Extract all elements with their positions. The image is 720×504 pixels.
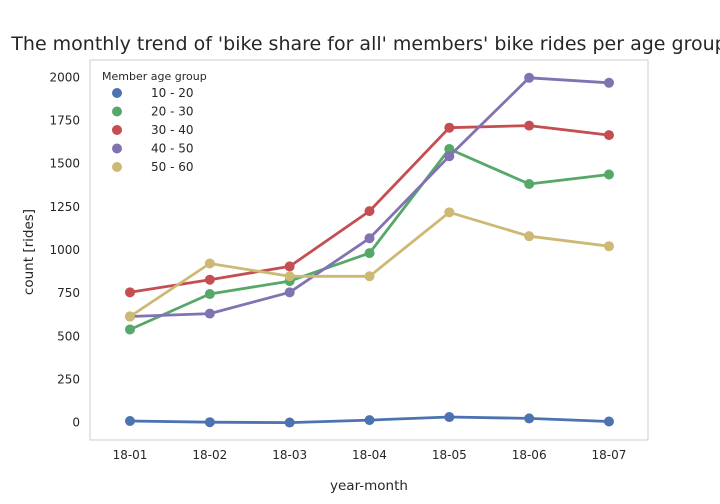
data-point [444, 151, 455, 162]
x-tick-label: 18-07 [592, 448, 627, 462]
data-point [444, 207, 455, 218]
data-point [364, 233, 375, 244]
legend-label: 20 - 30 [151, 105, 194, 119]
data-point [364, 415, 375, 426]
data-point [204, 258, 215, 269]
legend-label: 50 - 60 [151, 160, 194, 174]
y-tick-label: 250 [57, 373, 80, 387]
data-point [603, 77, 614, 88]
y-tick-label: 1000 [49, 243, 80, 257]
x-tick-label: 18-04 [352, 448, 387, 462]
data-point [603, 169, 614, 180]
data-point [603, 130, 614, 141]
data-point [204, 274, 215, 285]
data-point [284, 261, 295, 272]
x-axis: 18-01 18-02 18-03 18-04 18-05 18-06 18-07 [113, 448, 627, 462]
chart-title: The monthly trend of 'bike share for all… [10, 33, 720, 55]
data-point [524, 120, 535, 131]
x-tick-label: 18-05 [432, 448, 467, 462]
data-point [125, 416, 135, 426]
x-tick-label: 18-03 [272, 448, 307, 462]
data-point [125, 287, 135, 298]
data-point [524, 72, 535, 83]
data-point [284, 271, 295, 282]
data-point [444, 412, 455, 423]
y-axis-label: count [rides] [21, 209, 37, 295]
data-point [603, 416, 614, 427]
legend-label: 30 - 40 [151, 123, 194, 137]
y-axis: 0 250 500 750 1000 1250 1500 1750 2000 [49, 70, 80, 429]
y-tick-label: 500 [57, 329, 80, 343]
data-point [125, 324, 135, 335]
data-point [364, 271, 375, 282]
data-point [364, 206, 375, 217]
legend-label: 10 - 20 [151, 86, 194, 100]
data-point [364, 248, 375, 259]
x-tick-label: 18-06 [512, 448, 547, 462]
legend-title: Member age group [102, 70, 207, 83]
y-tick-label: 1250 [49, 200, 80, 214]
legend-marker [112, 162, 122, 172]
y-tick-label: 2000 [49, 70, 80, 84]
data-point [524, 413, 535, 424]
y-tick-label: 750 [57, 286, 80, 300]
x-tick-label: 18-02 [192, 448, 227, 462]
data-point [125, 311, 135, 322]
series-50-60 [125, 207, 614, 322]
legend-marker [112, 125, 122, 135]
data-point [204, 289, 215, 300]
x-tick-label: 18-01 [113, 448, 148, 462]
x-axis-label: year-month [330, 478, 408, 494]
data-point [444, 122, 455, 133]
data-point [284, 417, 295, 428]
data-point [524, 231, 535, 242]
series-lines [125, 72, 614, 428]
data-point [204, 417, 215, 428]
legend: Member age group 10 - 20 20 - 30 30 - 40 40… [102, 70, 207, 174]
series-10-20 [125, 412, 614, 428]
data-point [444, 143, 455, 154]
data-point [204, 308, 215, 319]
y-tick-label: 1750 [49, 113, 80, 127]
data-point [524, 179, 535, 190]
legend-label: 40 - 50 [151, 142, 194, 156]
legend-marker [112, 143, 122, 154]
data-point [284, 287, 295, 298]
legend-marker [112, 106, 122, 117]
y-tick-label: 0 [72, 416, 80, 430]
data-point [603, 241, 614, 252]
y-tick-label: 1500 [49, 157, 80, 171]
series-30-40 [125, 120, 614, 298]
legend-marker [112, 88, 122, 98]
